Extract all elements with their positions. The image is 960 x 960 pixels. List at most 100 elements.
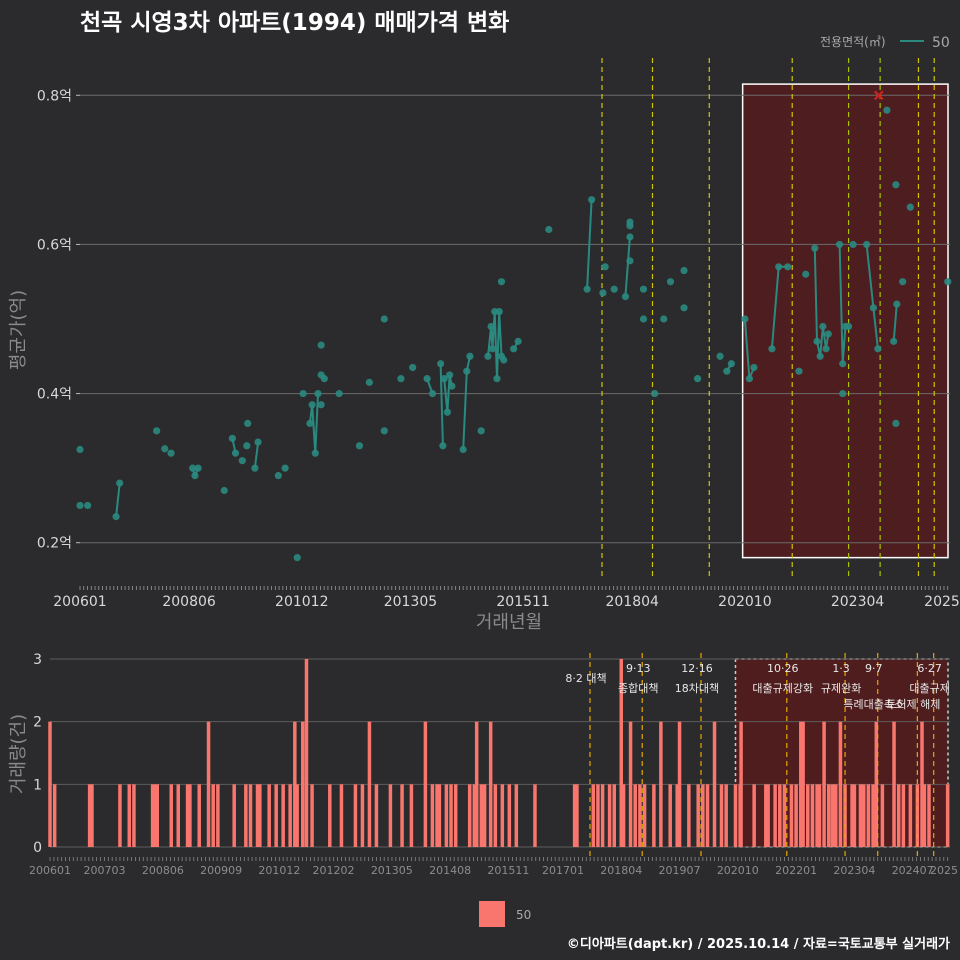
- bottom-x-tick-label: 200703: [84, 864, 126, 877]
- data-point: [639, 285, 648, 293]
- volume-bar: [901, 784, 906, 847]
- volume-bar: [766, 784, 770, 847]
- data-point: [84, 501, 92, 510]
- volume-bar: [866, 784, 871, 847]
- volume-bar: [423, 721, 428, 847]
- bottom-x-tick-label: 202010: [717, 864, 759, 877]
- volume-bar: [472, 784, 477, 847]
- data-point: [844, 322, 853, 331]
- bottom-x-tick-label: 201408: [429, 864, 471, 877]
- volume-bar: [293, 721, 297, 847]
- volume-tick-label: 0: [33, 840, 42, 856]
- volume-bar: [197, 784, 201, 847]
- series-line: [443, 374, 453, 413]
- volume-bar: [474, 721, 479, 847]
- data-point: [320, 375, 328, 383]
- volume-bar: [211, 784, 215, 847]
- data-point: [775, 263, 783, 271]
- volume-bar: [188, 784, 192, 847]
- volume-bar: [861, 784, 866, 847]
- volume-bar: [871, 784, 875, 847]
- data-point: [651, 389, 659, 398]
- data-point: [161, 445, 169, 453]
- y-tick-label: 0.8억: [37, 88, 72, 104]
- data-point: [238, 457, 246, 465]
- data-point: [487, 322, 495, 331]
- data-point: [874, 345, 882, 353]
- volume-bar: [453, 784, 458, 847]
- volume-bar: [206, 721, 211, 847]
- data-point: [423, 375, 431, 383]
- x-tick-label: 200806: [162, 594, 216, 610]
- annotation-text: 대출규제강화: [752, 682, 813, 695]
- volume-bar: [339, 784, 344, 847]
- volume-bar: [638, 784, 642, 847]
- annotation-date: 12·16: [681, 662, 713, 675]
- data-point: [409, 363, 417, 372]
- data-point: [639, 315, 648, 323]
- volume-bar: [400, 784, 404, 847]
- volume-bar: [153, 784, 157, 847]
- volume-bar: [216, 784, 220, 847]
- data-point: [811, 244, 819, 252]
- volume-bar: [712, 721, 717, 847]
- volume-bar: [764, 784, 768, 847]
- volume-bar: [724, 784, 728, 847]
- volume-bar: [922, 784, 927, 847]
- x-axis-title: 거래년월: [476, 612, 542, 633]
- volume-bar: [430, 784, 435, 847]
- x-tick-label: 201012: [275, 594, 328, 610]
- data-point: [397, 375, 405, 383]
- data-point: [228, 434, 236, 442]
- x-tick-label: 202010: [718, 594, 771, 610]
- volume-bar: [367, 721, 372, 847]
- bottom-x-tick-label: 202201: [775, 864, 817, 877]
- data-point: [495, 307, 503, 316]
- volume-bar: [479, 784, 484, 847]
- volume-bar: [810, 784, 815, 847]
- bottom-event-lines: [589, 653, 935, 857]
- data-point: [816, 352, 824, 360]
- annotation-date: 9·7: [865, 662, 883, 675]
- volume-bar: [739, 721, 743, 847]
- annotation-date: 10·26: [767, 662, 799, 675]
- data-point: [906, 203, 914, 211]
- volume-bar: [852, 784, 857, 847]
- annotation-date: 6·27: [917, 662, 942, 675]
- data-point: [231, 449, 240, 457]
- data-point: [863, 240, 871, 249]
- volume-bar: [830, 784, 835, 847]
- x-tick-label: 200601: [53, 594, 106, 610]
- volume-tick-label: 1: [33, 777, 42, 793]
- data-point: [583, 285, 591, 293]
- data-point: [281, 464, 289, 472]
- data-point: [680, 266, 688, 275]
- volume-tick-label: 2: [33, 715, 42, 731]
- top-x-axis: 200601 200806 201012 201305 201511 201804 2020…: [53, 586, 960, 610]
- data-point: [112, 513, 120, 521]
- volume-bar: [467, 784, 472, 847]
- data-point: [477, 427, 485, 435]
- data-point: [439, 442, 447, 450]
- annotation-text: 토허제 해제: [886, 697, 940, 711]
- volume-bar: [920, 721, 924, 847]
- data-point: [727, 360, 735, 368]
- annotation-text: 특례대출축소: [843, 698, 904, 711]
- volume-bar: [374, 784, 379, 847]
- volume-bar: [817, 784, 822, 847]
- volume-bar: [927, 784, 931, 847]
- data-point: [493, 375, 501, 383]
- volume-bar: [642, 784, 647, 847]
- data-point: [466, 352, 474, 360]
- volume-bar: [752, 784, 756, 847]
- bottom-x-tick-label: 202407: [892, 864, 934, 877]
- x-tick-label: 2025: [924, 594, 960, 610]
- volume-bar: [696, 784, 700, 847]
- volume-bar: [169, 784, 173, 847]
- volume-bar: [500, 784, 505, 847]
- volume-bar: [572, 784, 577, 847]
- bottom-y-axis: 0 1 2 3: [33, 652, 42, 856]
- volume-bar: [806, 784, 810, 847]
- volume-bar: [668, 784, 672, 847]
- volume-bar: [274, 784, 278, 847]
